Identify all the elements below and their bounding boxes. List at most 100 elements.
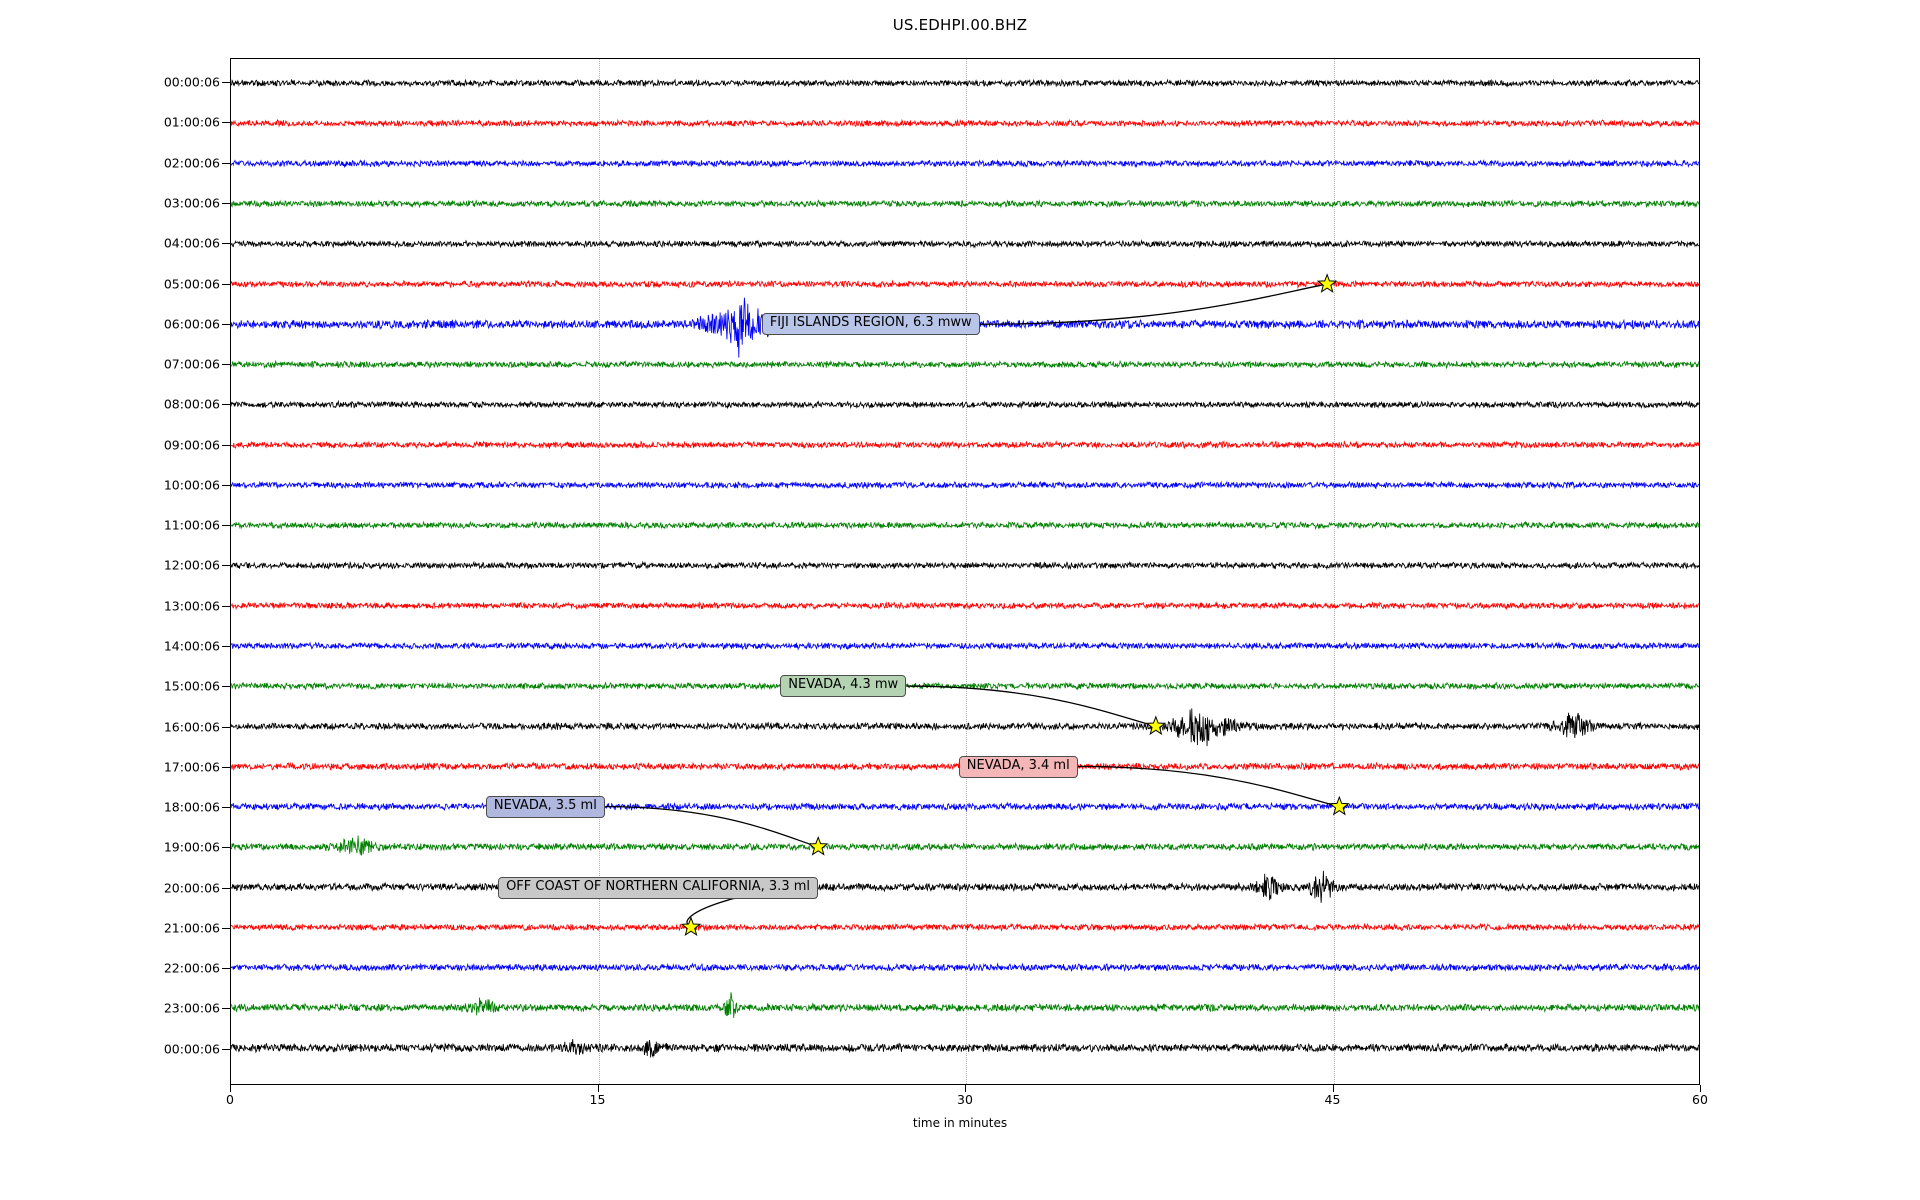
y-tick-mark-row-11 <box>222 525 230 527</box>
trace-row-2 <box>231 159 1699 169</box>
gridline-30min <box>966 59 967 1084</box>
annotation-connector-2 <box>1077 765 1340 808</box>
annotation-connector-3 <box>605 805 819 848</box>
y-tick-mark-row-18 <box>222 807 230 809</box>
y-tick-mark-row-15 <box>222 686 230 688</box>
trace-row-14 <box>231 641 1699 651</box>
y-tick-label-row-11: 11:00:06 <box>163 517 220 533</box>
y-tick-label-row-14: 14:00:06 <box>163 638 220 654</box>
y-tick-mark-row-5 <box>222 283 230 285</box>
event-star-marker-4[interactable] <box>680 916 702 937</box>
y-tick-label-row-7: 07:00:06 <box>163 356 220 372</box>
trace-row-5 <box>231 279 1699 290</box>
y-tick-label-row-12: 12:00:06 <box>163 557 220 573</box>
page-title: US.EDHPI.00.BHZ <box>892 16 1028 34</box>
y-tick-label-row-8: 08:00:06 <box>163 396 220 412</box>
x-tick-mark-30 <box>965 1085 966 1092</box>
event-annotation-label-4[interactable]: OFF COAST OF NORTHERN CALIFORNIA, 3.3 ml <box>498 876 818 899</box>
y-tick-label-row-9: 09:00:06 <box>163 437 220 453</box>
y-tick-label-row-22: 22:00:06 <box>163 960 220 976</box>
event-annotation-label-2[interactable]: NEVADA, 3.4 ml <box>958 755 1078 778</box>
trace-row-0 <box>231 78 1699 88</box>
trace-row-4 <box>231 239 1699 249</box>
y-tick-mark-row-19 <box>222 847 230 849</box>
seismic-trace-layer <box>231 78 1699 1058</box>
y-tick-mark-row-3 <box>222 202 230 204</box>
x-tick-label-0: 0 <box>226 1092 234 1107</box>
x-tick-mark-60 <box>1700 1085 1701 1092</box>
grid-layer <box>231 59 1699 1084</box>
y-tick-label-row-15: 15:00:06 <box>163 678 220 694</box>
y-tick-label-row-17: 17:00:06 <box>163 759 220 775</box>
y-tick-label-row-3: 03:00:06 <box>163 195 220 211</box>
y-tick-mark-row-0 <box>222 82 230 84</box>
trace-row-15 <box>231 681 1699 691</box>
y-tick-mark-row-24 <box>222 1048 230 1050</box>
y-tick-mark-row-13 <box>222 605 230 607</box>
y-tick-mark-row-2 <box>222 162 230 164</box>
y-tick-mark-row-20 <box>222 887 230 889</box>
x-tick-label-15: 15 <box>589 1092 606 1107</box>
event-annotation-label-0[interactable]: FIJI ISLANDS REGION, 6.3 mww <box>761 312 980 335</box>
event-annotation-label-1[interactable]: NEVADA, 4.3 mw <box>780 675 907 698</box>
trace-row-7 <box>231 359 1699 370</box>
x-tick-mark-45 <box>1332 1085 1334 1092</box>
y-tick-mark-row-8 <box>222 404 230 406</box>
trace-row-12 <box>231 560 1699 571</box>
y-tick-label-row-2: 02:00:06 <box>163 155 220 171</box>
y-tick-mark-row-12 <box>222 565 230 567</box>
y-tick-label-row-16: 16:00:06 <box>163 719 220 735</box>
y-tick-label-row-23: 23:00:06 <box>163 1000 220 1016</box>
x-tick-label-30: 30 <box>957 1092 973 1107</box>
y-tick-label-row-24: 00:00:06 <box>163 1041 220 1057</box>
y-tick-mark-row-7 <box>222 364 230 366</box>
event-star-marker-3[interactable] <box>807 835 829 856</box>
y-tick-label-row-10: 10:00:06 <box>163 477 220 493</box>
gridline-45min <box>1333 59 1335 1084</box>
trace-row-11 <box>231 520 1699 531</box>
trace-row-19 <box>231 835 1699 856</box>
trace-row-21 <box>231 922 1699 932</box>
y-tick-mark-row-9 <box>222 444 230 446</box>
x-tick-label-60: 60 <box>1692 1092 1708 1107</box>
y-tick-mark-row-10 <box>222 484 230 486</box>
trace-row-20 <box>231 870 1699 903</box>
plot-frame <box>230 58 1700 1085</box>
y-tick-mark-row-17 <box>222 766 230 768</box>
y-tick-label-row-13: 13:00:06 <box>163 598 220 614</box>
event-star-marker-2[interactable] <box>1328 795 1350 816</box>
y-tick-mark-row-14 <box>222 646 230 647</box>
y-tick-label-row-18: 18:00:06 <box>163 799 220 815</box>
y-tick-mark-row-21 <box>222 927 230 929</box>
trace-row-3 <box>231 199 1699 209</box>
y-tick-mark-row-22 <box>222 968 230 970</box>
annotation-connector-1 <box>906 685 1157 727</box>
y-tick-mark-row-23 <box>222 1008 230 1010</box>
y-tick-mark-row-1 <box>222 122 230 124</box>
trace-row-13 <box>231 601 1699 611</box>
annotation-connector-0 <box>979 283 1328 325</box>
y-tick-label-row-20: 20:00:06 <box>163 880 220 896</box>
trace-row-9 <box>231 439 1699 450</box>
y-tick-label-row-5: 05:00:06 <box>163 276 220 292</box>
event-star-marker-0[interactable] <box>1316 273 1338 293</box>
y-tick-label-row-4: 04:00:06 <box>163 235 220 251</box>
trace-row-18 <box>231 801 1699 812</box>
x-tick-mark-15 <box>597 1085 599 1092</box>
x-axis-title: time in minutes <box>912 1116 1008 1130</box>
y-tick-label-row-6: 06:00:06 <box>163 316 220 332</box>
event-annotation-label-3[interactable]: NEVADA, 3.5 ml <box>485 796 605 819</box>
event-star-marker-1[interactable] <box>1145 715 1167 736</box>
trace-row-8 <box>231 399 1699 410</box>
gridline-15min <box>598 59 600 1084</box>
y-tick-label-row-1: 01:00:06 <box>163 114 220 130</box>
event-marker-layer <box>605 273 1350 937</box>
y-tick-label-row-19: 19:00:06 <box>163 839 220 855</box>
trace-row-24 <box>231 1039 1699 1058</box>
y-tick-label-row-21: 21:00:06 <box>163 920 220 936</box>
y-tick-mark-row-6 <box>222 323 230 325</box>
trace-row-23 <box>231 992 1699 1018</box>
trace-row-10 <box>231 480 1699 490</box>
trace-row-1 <box>231 118 1699 129</box>
